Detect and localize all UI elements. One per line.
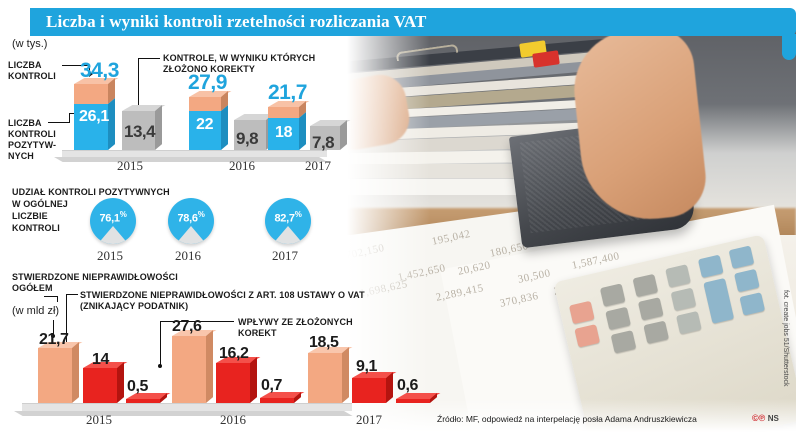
- chart1-label-total: LICZBA KONTROLI: [8, 60, 56, 81]
- leader-line: [53, 320, 54, 336]
- title-bar: Liczba i wyniki kontroli rzetelności roz…: [30, 8, 796, 36]
- chart3-bar-total-2015: [38, 342, 83, 403]
- chart2-label: UDZIAŁ KONTROLI POZYTYWNYCH W OGÓLNEJ LI…: [12, 187, 170, 233]
- chart1-value-corrections-2015: 13,4: [124, 122, 156, 141]
- rights-badge: ©℗ NS: [752, 413, 779, 423]
- chart1-bar-corrections-2016: [234, 114, 277, 150]
- chart1-value-corrections-2017: 7,8: [312, 133, 335, 152]
- chart3-bar-art108-2017: [352, 372, 397, 403]
- leader-dot: [158, 364, 162, 368]
- chart3-bar-art108-2016: [216, 357, 261, 403]
- photo-credit: fot. create jobs 51/Shutterstock: [782, 290, 789, 387]
- pie-wedge: [174, 226, 208, 244]
- chart1-value-total-2017: 21,7: [268, 81, 307, 104]
- chart1-bar-total-2016: [189, 91, 232, 150]
- leader-line: [160, 321, 234, 322]
- chart1-bar-total-2015: [74, 78, 119, 150]
- leader-line: [66, 294, 67, 344]
- chart1-base: [62, 150, 327, 157]
- leader-line: [138, 58, 139, 110]
- chart2-year-2017: 2017: [272, 248, 298, 263]
- chart1-value-total-2015: 34,3: [80, 59, 119, 82]
- chart2-value-2016: 78,6%: [177, 210, 205, 225]
- chart3-base: [22, 403, 352, 411]
- chart3-value-inflows-2015: 0,5: [127, 378, 149, 395]
- leader-arrow: [89, 71, 93, 77]
- leader-line: [69, 113, 70, 123]
- leader-line: [66, 294, 78, 295]
- photo-bottom-fade: [340, 399, 796, 441]
- chart1-unit: (w tys.): [12, 38, 48, 50]
- chart3-label-art108: STWIERDZONE NIEPRAWIDŁOWOŚCI Z ART. 108 …: [80, 290, 365, 311]
- chart3-unit: (w mld zł): [12, 305, 60, 317]
- leader-line: [48, 122, 70, 123]
- chart1-year-2017: 2017: [305, 158, 331, 173]
- pie-wedge: [271, 226, 305, 244]
- chart3-value-total-2017: 18,5: [309, 334, 339, 351]
- chart3-bar-total-2016: [172, 330, 217, 403]
- pie-wedge: [96, 226, 130, 244]
- leader-dot: [51, 334, 55, 338]
- chart1-label-corrections: KONTROLE, W WYNIKU KTÓRYCH ZŁOŻONO KOREK…: [163, 53, 316, 74]
- chart1-value-positive-2016: 22: [196, 116, 214, 133]
- chart1-bar-corrections-2017: [310, 120, 351, 150]
- chart3-value-inflows-2017: 0,6: [397, 377, 419, 394]
- chart1-bar-total-2017: [268, 101, 310, 150]
- chart2-year-2015: 2015: [97, 248, 123, 263]
- chart1-bar-corrections-2015: [122, 105, 166, 150]
- chart2-pie-2017: 82,7%: [265, 198, 311, 244]
- chart3-label-inflows: WPŁYWY ZE ZŁOŻONYCH KOREKT: [238, 317, 353, 338]
- chart3-value-total-2016: 27,6: [172, 318, 202, 335]
- leader-line: [62, 65, 90, 66]
- leader-line: [138, 58, 160, 59]
- chart3-year-2017: 2017: [356, 412, 382, 427]
- chart1-value-corrections-2016: 9,8: [236, 129, 259, 148]
- chart2-year-2016: 2016: [175, 248, 201, 263]
- background-photo: 702,150195,042180,6501,355,9001,452,6502…: [340, 30, 796, 441]
- chart3-value-art108-2015: 14: [92, 351, 109, 368]
- leader-line: [89, 65, 90, 74]
- leader-line: [57, 296, 58, 302]
- chart1-value-total-2016: 27,9: [188, 71, 227, 94]
- chart3-bar-total-2017: [308, 347, 353, 403]
- chart2-value-2017: 82,7%: [274, 210, 302, 225]
- chart3-bar-inflows-2015: [126, 393, 171, 403]
- leader-line: [44, 296, 58, 297]
- chart3-bar-inflows-2016: [260, 392, 305, 403]
- chart3-year-2015: 2015: [86, 412, 112, 427]
- chart3-value-total-2015: 21,7: [39, 331, 69, 348]
- chart1-year-2016: 2016: [229, 158, 255, 173]
- chart2-value-2015: 76,1%: [99, 210, 127, 225]
- chart3-value-art108-2017: 9,1: [356, 358, 378, 375]
- chart1-value-positive-2017: 18: [275, 124, 293, 141]
- chart1-value-positive-2015: 26,1: [79, 108, 109, 125]
- chart1-label-positive: LICZBA KONTROLI POZYTYW- NYCH: [8, 118, 57, 161]
- leader-line: [160, 321, 161, 366]
- chart3-value-inflows-2016: 0,7: [261, 377, 283, 394]
- chart3-value-art108-2016: 16,2: [219, 345, 249, 362]
- chart3-label-total: STWIERDZONE NIEPRAWIDŁOWOŚCI OGÓŁEM: [12, 272, 178, 293]
- chart3-bar-inflows-2017: [396, 393, 441, 403]
- chart2-pie-2016: 78,6%: [168, 198, 214, 244]
- chart3-year-2016: 2016: [220, 412, 246, 427]
- source-note: Źródło: MF, odpowiedź na interpelację po…: [437, 414, 697, 424]
- title-bar-notch: [782, 34, 796, 60]
- chart1-year-2015: 2015: [117, 158, 143, 173]
- chart3-bar-art108-2015: [83, 362, 128, 403]
- chart2-pie-2015: 76,1%: [90, 198, 136, 244]
- page-title: Liczba i wyniki kontroli rzetelności roz…: [46, 12, 427, 31]
